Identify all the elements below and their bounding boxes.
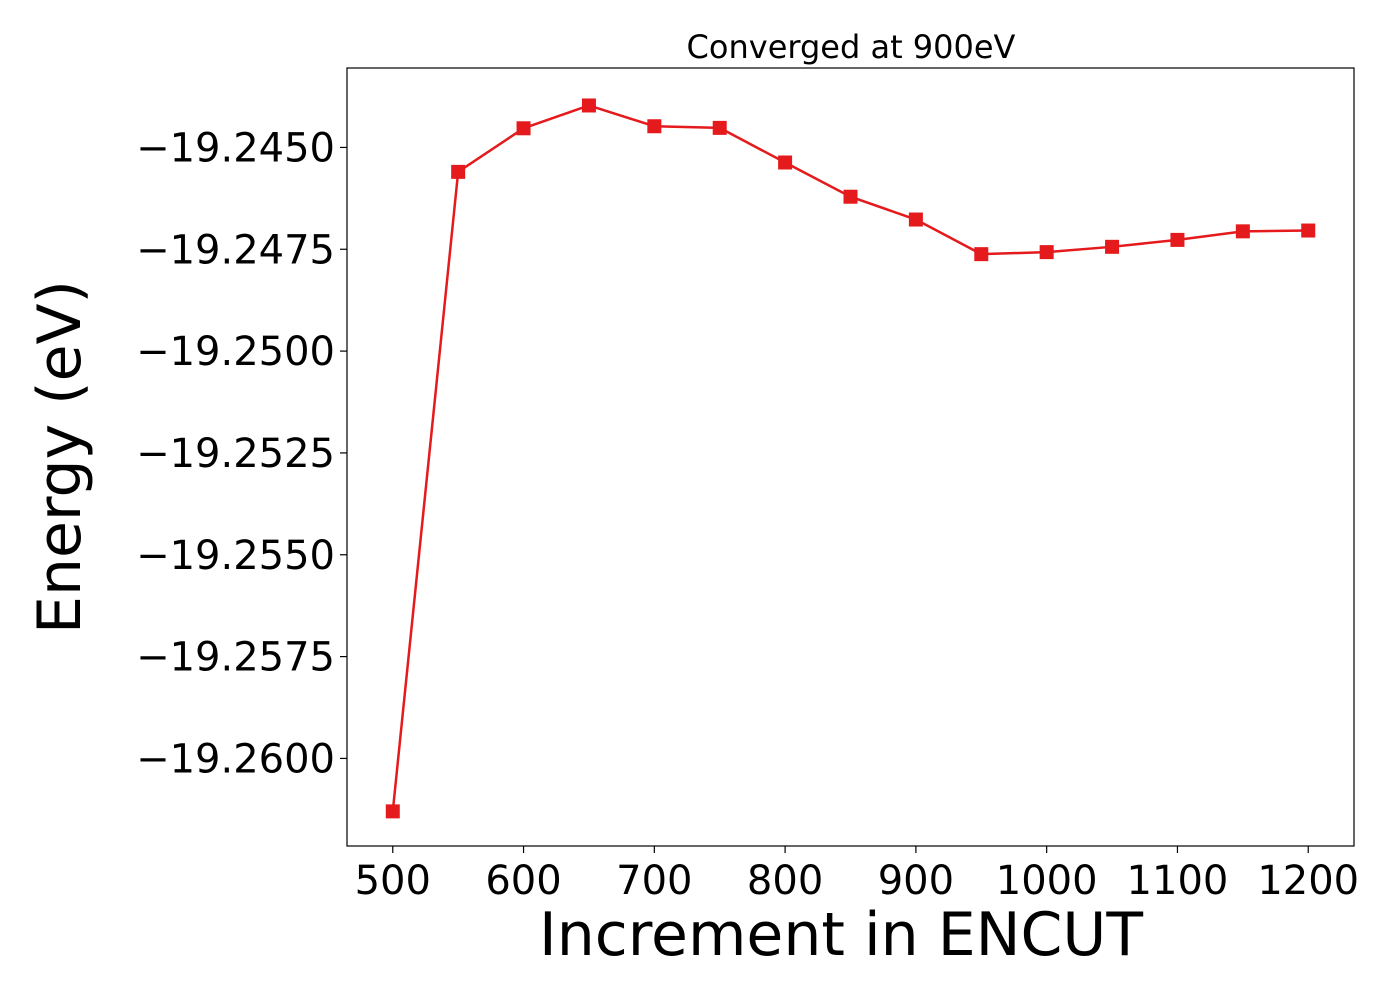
data-point-marker	[1301, 223, 1316, 238]
data-point-marker	[843, 189, 858, 204]
y-tick-label: −19.2450	[136, 125, 335, 171]
x-tick-label: 1200	[1257, 858, 1359, 904]
x-tick-label: 900	[878, 858, 954, 904]
y-tick-label: −19.2500	[136, 329, 335, 375]
y-tick-label: −19.2600	[136, 736, 335, 782]
data-point-marker	[778, 155, 793, 170]
data-point-marker	[1235, 224, 1250, 239]
y-axis-ticks: −19.2600 −19.2575 −19.2550 −19.2525 −19.2500…	[136, 125, 347, 782]
data-point-marker	[908, 212, 923, 227]
plot-area-frame	[346, 67, 1355, 847]
x-tick-label: 1100	[1127, 858, 1229, 904]
x-tick-label: 800	[747, 858, 823, 904]
data-point-marker	[451, 164, 466, 179]
y-tick-label: −19.2550	[136, 533, 335, 579]
series-line	[391, 104, 1309, 812]
data-point-marker	[516, 121, 531, 136]
data-point-marker	[1170, 232, 1185, 247]
y-axis-label: Energy (eV)	[25, 280, 95, 634]
x-axis-label: Increment in ENCUT	[539, 900, 1143, 970]
x-tick-label: 600	[485, 858, 561, 904]
chart-title: Converged at 900eV	[687, 28, 1016, 66]
x-tick-label: 500	[355, 858, 431, 904]
y-tick-label: −19.2475	[136, 227, 335, 273]
data-point-marker	[712, 120, 727, 135]
x-tick-label: 1000	[996, 858, 1098, 904]
data-point-marker	[1039, 245, 1054, 260]
y-tick-label: −19.2575	[136, 635, 335, 681]
data-point-marker	[974, 247, 989, 262]
y-tick-label: −19.2525	[136, 431, 335, 477]
data-point-marker	[647, 119, 662, 134]
x-axis-ticks: 500 600 700 800 900 1000 1100 1200	[355, 846, 1359, 904]
data-point-marker	[385, 804, 400, 819]
data-point-marker	[1105, 239, 1120, 254]
data-point-marker	[581, 98, 596, 113]
x-tick-label: 700	[616, 858, 692, 904]
series-markers	[385, 98, 1316, 819]
